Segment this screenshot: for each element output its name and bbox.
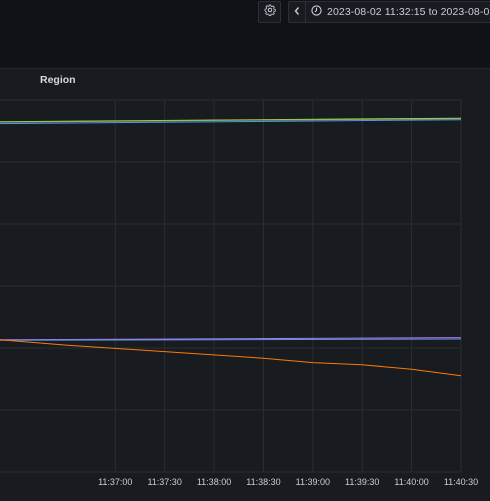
dashboard-toolbar: 2023-08-02 11:32:15 to 2023-08-02 11 bbox=[0, 0, 490, 68]
time-range-text: 2023-08-02 11:32:15 to 2023-08-02 11 bbox=[327, 6, 490, 18]
series-line-5 bbox=[0, 339, 462, 377]
chevron-left-icon bbox=[293, 3, 301, 21]
time-shift-back-button[interactable] bbox=[288, 1, 305, 23]
panel-title[interactable]: Region bbox=[40, 74, 76, 86]
x-tick-label: 11:40:00 bbox=[394, 477, 428, 487]
series-line-1 bbox=[0, 118, 462, 123]
series-line-4 bbox=[0, 338, 462, 341]
x-tick-label: 11:37:30 bbox=[147, 477, 181, 487]
x-axis-ticks: 11:37:00 11:37:30 11:38:00 11:38:30 11:39:00… bbox=[98, 477, 478, 487]
chart-series bbox=[0, 117, 462, 377]
x-tick-label: 11:39:00 bbox=[296, 477, 330, 487]
x-tick-label: 11:38:00 bbox=[197, 477, 231, 487]
series-line-3 bbox=[0, 337, 462, 341]
x-tick-label: 11:38:30 bbox=[246, 477, 280, 487]
x-tick-label: 11:39:30 bbox=[345, 477, 379, 487]
settings-button[interactable] bbox=[258, 1, 281, 23]
x-tick-label: 11:40:30 bbox=[444, 477, 478, 487]
clock-icon bbox=[311, 3, 322, 21]
x-tick-label: 11:37:00 bbox=[98, 477, 132, 487]
time-range-picker[interactable]: 2023-08-02 11:32:15 to 2023-08-02 11 bbox=[305, 1, 490, 23]
time-series-chart[interactable]: 11:37:00 11:37:30 11:38:00 11:38:30 11:39:00… bbox=[0, 68, 490, 500]
region-panel: Region bbox=[0, 68, 490, 501]
chart-grid bbox=[0, 99, 462, 473]
gear-icon bbox=[264, 3, 276, 21]
series-line-2 bbox=[0, 119, 462, 125]
